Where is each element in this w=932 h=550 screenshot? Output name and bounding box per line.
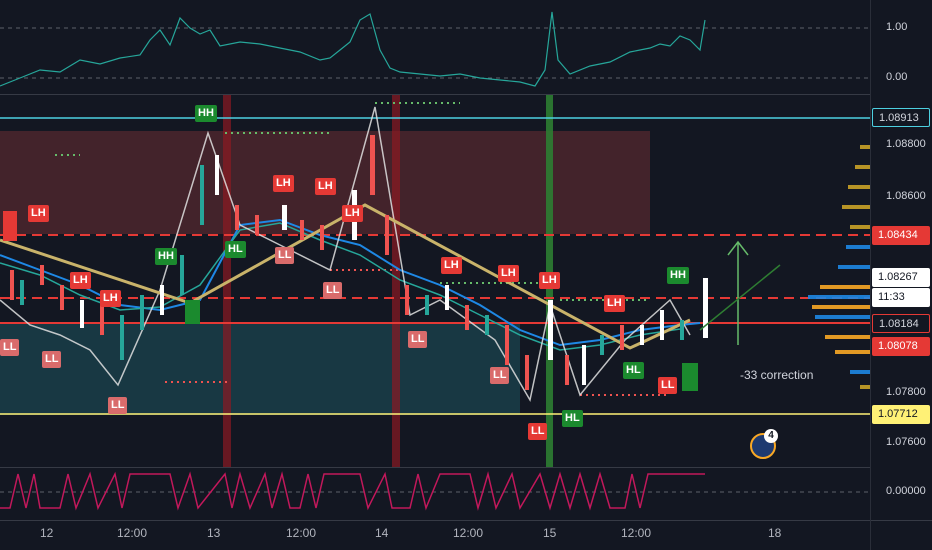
bottom-indicator-line <box>0 471 870 511</box>
label-ll: LL <box>408 331 428 348</box>
bottom-tick: 0.00000 <box>886 485 926 497</box>
price-tag-cyan: 1.08913 <box>872 108 930 127</box>
label-ll: LL <box>42 351 62 368</box>
label-ll: LL <box>275 247 295 264</box>
label-lh: LH <box>342 205 363 222</box>
time-label: 12:00 <box>621 526 652 540</box>
time-label: 18 <box>768 526 782 540</box>
label-lh: LH <box>273 175 294 192</box>
label-ll: LL <box>323 282 343 299</box>
label-hl: HL <box>562 410 583 427</box>
buy-signal-block <box>682 363 698 391</box>
event-count: 4 <box>764 429 778 443</box>
time-label: 13 <box>207 526 221 540</box>
label-ll: LL <box>108 397 128 414</box>
top-indicator-line <box>0 11 870 87</box>
label-lh: LH <box>498 265 519 282</box>
price-chart-pane[interactable]: HH LH LH LH HH HL LH LH LL LH LL LH LH L… <box>0 95 870 467</box>
label-ll: LL <box>658 377 678 394</box>
label-ll: LL <box>528 423 548 440</box>
time-label: 14 <box>375 526 389 540</box>
volume-profile <box>808 145 870 389</box>
label-hh: HH <box>155 248 177 265</box>
price-tick: 1.07600 <box>886 436 926 448</box>
label-lh: LH <box>604 295 625 312</box>
top-indicator-pane[interactable] <box>0 0 870 94</box>
price-tag-red-dashed: 1.08434 <box>872 226 930 245</box>
label-hl: HL <box>225 241 246 258</box>
label-lh: LH <box>100 290 121 307</box>
bottom-indicator-pane[interactable] <box>0 468 870 520</box>
countdown-tag: 11:33 <box>872 288 930 307</box>
price-tag-red-solid: 1.08184 <box>872 314 930 333</box>
label-lh: LH <box>441 257 462 274</box>
label-ll: LL <box>490 367 510 384</box>
label-lh: LH <box>28 205 49 222</box>
correction-annotation: -33 correction <box>740 368 814 382</box>
label-hh: HH <box>667 267 689 284</box>
label-hl: HL <box>623 362 644 379</box>
label-lh: LH <box>315 178 336 195</box>
price-tick: 1.08800 <box>886 138 926 150</box>
price-tag-current: 1.08267 <box>872 268 930 287</box>
label-ll: LL <box>0 339 20 356</box>
candles <box>10 135 708 390</box>
label-lh: LH <box>539 272 560 289</box>
top-tick: 1.00 <box>886 21 908 33</box>
time-label: 15 <box>543 526 557 540</box>
sell-signal-block <box>3 211 17 241</box>
price-tick: 1.07800 <box>886 386 926 398</box>
price-axis[interactable] <box>870 0 932 520</box>
top-tick: 0.00 <box>886 71 908 83</box>
label-hh: HH <box>195 105 217 122</box>
time-label: 12:00 <box>286 526 317 540</box>
price-tag-yellow: 1.07712 <box>872 405 930 424</box>
price-chart[interactable] <box>0 95 870 467</box>
time-label: 12 <box>40 526 54 540</box>
label-lh: LH <box>70 272 91 289</box>
demand-zone <box>0 323 520 415</box>
buy-signal-block <box>185 300 200 324</box>
time-label: 12:00 <box>453 526 484 540</box>
price-tag-red: 1.08078 <box>872 337 930 356</box>
price-tick: 1.08600 <box>886 190 926 202</box>
time-label: 12:00 <box>117 526 148 540</box>
